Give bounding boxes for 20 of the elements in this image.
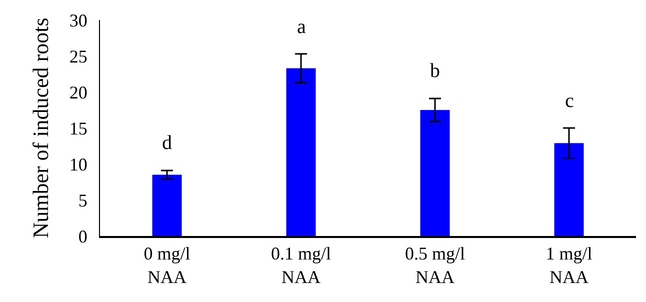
- bar: [286, 68, 316, 236]
- y-tick-label: 20: [69, 82, 88, 102]
- annotation: d: [162, 132, 172, 154]
- bar: [420, 110, 450, 236]
- annotation: a: [297, 16, 306, 38]
- x-tick-label: 1 mg/l NAA: [546, 243, 592, 287]
- y-axis-title: Number of induced roots: [28, 18, 54, 238]
- y-tick-label: 5: [78, 190, 88, 210]
- y-tick-label: 15: [69, 118, 88, 138]
- x-tick-label: 0.1 mg/l NAA: [270, 243, 332, 287]
- y-tick-label: 10: [69, 154, 88, 174]
- bar: [554, 143, 584, 236]
- y-tick-label: 0: [78, 226, 88, 246]
- x-tick-label: 0 mg/l NAA: [144, 243, 190, 287]
- y-tick-label: 25: [69, 46, 88, 66]
- annotation: b: [430, 60, 440, 82]
- bar: [152, 174, 182, 236]
- annotation: c: [565, 90, 574, 112]
- y-tick-label: 30: [69, 10, 88, 30]
- x-tick-label: 0.5 mg/l NAA: [404, 243, 466, 287]
